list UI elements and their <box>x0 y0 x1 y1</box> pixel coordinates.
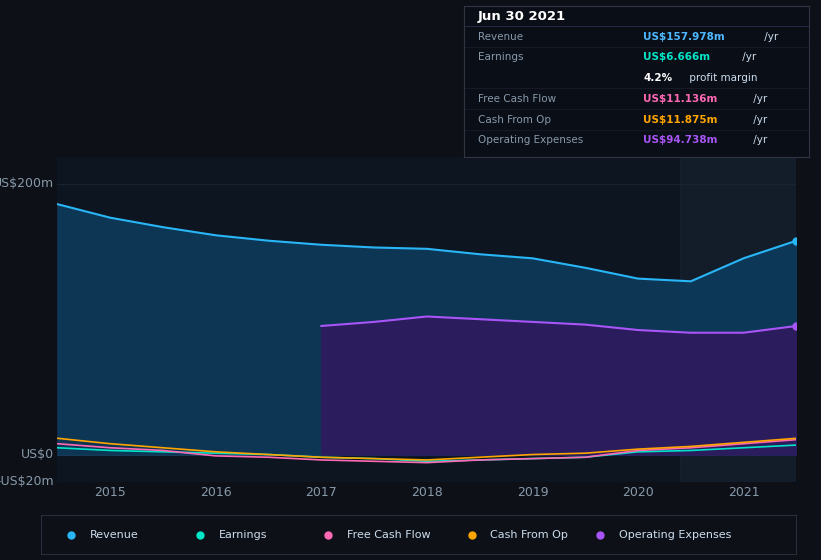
Text: US$0: US$0 <box>21 448 54 461</box>
Text: Jun 30 2021: Jun 30 2021 <box>478 11 566 24</box>
Text: -US$20m: -US$20m <box>0 475 54 488</box>
Text: US$6.666m: US$6.666m <box>643 53 710 62</box>
Text: Earnings: Earnings <box>478 53 523 62</box>
Text: 4.2%: 4.2% <box>643 73 672 83</box>
Bar <box>681 157 796 482</box>
Text: Free Cash Flow: Free Cash Flow <box>347 530 430 540</box>
Text: Cash From Op: Cash From Op <box>490 530 568 540</box>
Text: Free Cash Flow: Free Cash Flow <box>478 94 556 104</box>
Text: US$94.738m: US$94.738m <box>643 135 718 145</box>
Text: profit margin: profit margin <box>686 73 758 83</box>
Text: /yr: /yr <box>750 135 768 145</box>
Text: Operating Expenses: Operating Expenses <box>478 135 583 145</box>
Text: US$11.875m: US$11.875m <box>643 114 718 124</box>
Text: US$157.978m: US$157.978m <box>643 32 725 41</box>
Text: Revenue: Revenue <box>90 530 139 540</box>
Text: /yr: /yr <box>761 32 778 41</box>
Text: /yr: /yr <box>740 53 757 62</box>
Text: US$200m: US$200m <box>0 178 54 190</box>
Text: Revenue: Revenue <box>478 32 523 41</box>
Text: Cash From Op: Cash From Op <box>478 114 551 124</box>
Text: /yr: /yr <box>750 94 768 104</box>
Text: US$11.136m: US$11.136m <box>643 94 718 104</box>
Text: Earnings: Earnings <box>218 530 267 540</box>
Text: /yr: /yr <box>750 114 768 124</box>
Text: Operating Expenses: Operating Expenses <box>619 530 732 540</box>
